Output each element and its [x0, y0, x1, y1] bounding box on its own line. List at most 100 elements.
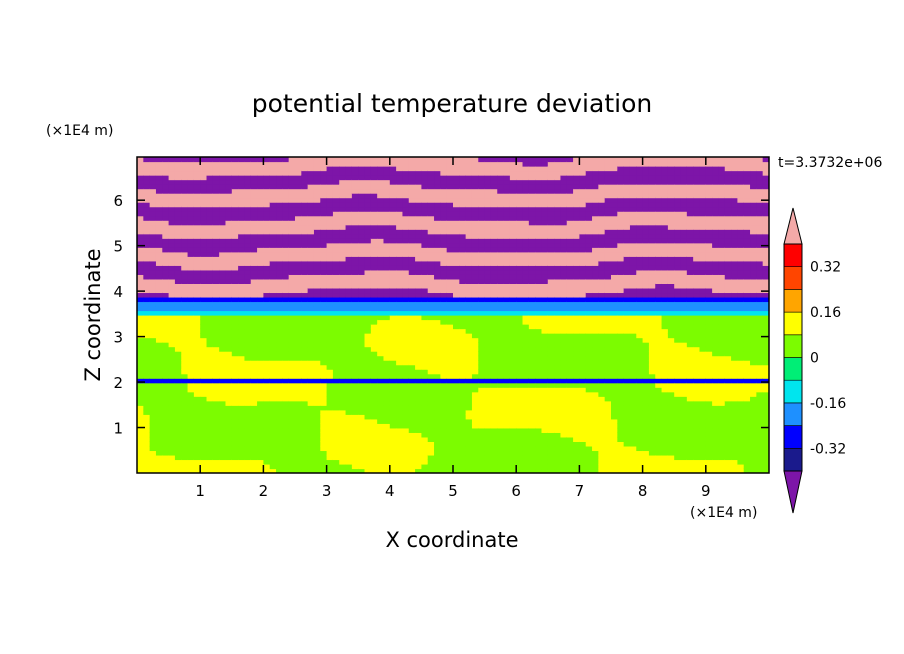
- contour-cell: [459, 400, 467, 406]
- contour-cell: [370, 454, 378, 461]
- contour-cell: [573, 238, 580, 244]
- contour-cell: [509, 328, 517, 334]
- contour-cell: [408, 315, 416, 321]
- contour-cell: [358, 400, 366, 406]
- contour-cell: [358, 396, 366, 402]
- contour-cell: [541, 265, 549, 271]
- contour-cell: [415, 202, 422, 208]
- contour-cell: [408, 409, 416, 415]
- contour-cell: [516, 202, 524, 208]
- contour-cell: [149, 193, 157, 199]
- contour-cell: [465, 193, 473, 199]
- contour-cell: [320, 274, 328, 280]
- contour-cell: [137, 409, 144, 415]
- contour-cell: [257, 184, 264, 190]
- contour-cell: [307, 450, 315, 456]
- contour-cell: [446, 238, 454, 244]
- contour-cell: [585, 382, 593, 388]
- contour-cell: [219, 161, 227, 167]
- contour-cell: [465, 382, 473, 388]
- contour-cell: [427, 436, 435, 442]
- contour-cell: [560, 188, 568, 194]
- contour-cell: [415, 369, 422, 375]
- contour-cell: [137, 364, 144, 370]
- contour-cell: [389, 157, 397, 163]
- contour-cell: [295, 445, 302, 452]
- contour-cell: [206, 220, 214, 226]
- contour-cell: [345, 202, 353, 208]
- contour-cell: [415, 418, 422, 424]
- contour-cell: [174, 378, 182, 384]
- contour-cell: [231, 364, 239, 370]
- contour-cell: [320, 202, 328, 208]
- contour-cell: [238, 220, 246, 226]
- contour-cell: [408, 369, 416, 375]
- contour-cell: [440, 287, 448, 294]
- contour-cell: [162, 360, 170, 366]
- contour-cell: [168, 319, 176, 325]
- contour-cell: [307, 175, 315, 181]
- contour-cell: [345, 184, 353, 190]
- contour-cell: [541, 328, 549, 334]
- contour-cell: [573, 166, 580, 172]
- contour-cell: [408, 450, 416, 456]
- contour-cell: [206, 409, 214, 415]
- contour-cell: [168, 170, 176, 176]
- contour-cell: [541, 292, 549, 298]
- contour-cell: [535, 179, 543, 185]
- contour-cell: [560, 179, 568, 185]
- contour-cell: [471, 233, 479, 239]
- contour-cell: [307, 211, 315, 217]
- contour-cell: [313, 202, 321, 208]
- contour-cell: [503, 287, 511, 294]
- contour-cell: [307, 387, 315, 393]
- contour-cell: [415, 441, 422, 447]
- contour-cell: [535, 224, 543, 230]
- contour-cell: [187, 445, 195, 452]
- contour-cell: [484, 454, 492, 461]
- contour-cell: [332, 274, 340, 280]
- contour-cell: [238, 459, 246, 465]
- contour-cell: [396, 157, 404, 163]
- contour-cell: [313, 405, 321, 411]
- contour-cell: [143, 206, 151, 212]
- contour-cell: [516, 242, 524, 248]
- contour-cell: [250, 351, 258, 357]
- contour-cell: [547, 337, 555, 343]
- contour-cell: [465, 265, 473, 271]
- contour-cell: [313, 364, 321, 370]
- contour-cell: [244, 247, 252, 253]
- contour-cell: [282, 315, 290, 321]
- contour-cell: [421, 305, 429, 312]
- contour-cell: [573, 373, 580, 379]
- contour-cell: [345, 215, 353, 221]
- contour-cell: [383, 206, 391, 212]
- contour-cell: [535, 229, 543, 235]
- contour-cell: [415, 400, 422, 406]
- contour-cell: [541, 161, 549, 167]
- contour-cell: [465, 324, 473, 330]
- contour-cell: [459, 342, 467, 348]
- contour-cell: [162, 166, 170, 172]
- contour-cell: [200, 184, 208, 190]
- contour-cell: [295, 351, 302, 357]
- contour-cell: [244, 283, 252, 289]
- contour-cell: [396, 220, 404, 226]
- contour-cell: [206, 355, 214, 361]
- contour-cell: [168, 161, 176, 167]
- contour-cell: [377, 414, 385, 420]
- contour-cell: [332, 396, 340, 402]
- contour-cell: [528, 436, 536, 442]
- contour-cell: [415, 378, 422, 384]
- contour-cell: [244, 405, 252, 411]
- contour-cell: [554, 193, 562, 199]
- contour-cell: [434, 414, 441, 420]
- contour-cell: [244, 193, 252, 199]
- contour-cell: [143, 197, 151, 203]
- contour-cell: [174, 278, 182, 284]
- contour-cell: [193, 305, 201, 312]
- contour-cell: [250, 265, 258, 271]
- contour-cell: [193, 315, 201, 321]
- contour-cell: [269, 233, 277, 239]
- contour-cell: [490, 247, 498, 253]
